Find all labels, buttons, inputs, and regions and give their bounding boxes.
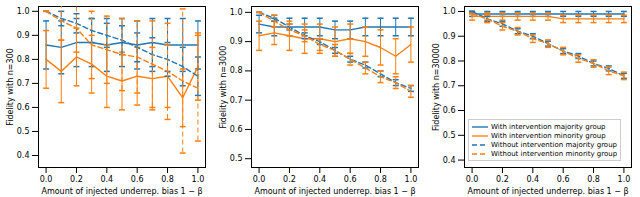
svg-text:0.2: 0.2 bbox=[283, 175, 296, 184]
svg-text:0.2: 0.2 bbox=[70, 175, 83, 184]
svg-text:Fidelity with n=30000: Fidelity with n=30000 bbox=[432, 43, 441, 131]
svg-text:0.5: 0.5 bbox=[230, 154, 243, 163]
svg-text:0.8: 0.8 bbox=[587, 175, 600, 184]
svg-text:1.0: 1.0 bbox=[443, 7, 456, 16]
svg-text:0.7: 0.7 bbox=[443, 81, 456, 90]
svg-text:0.6: 0.6 bbox=[557, 175, 570, 184]
svg-text:0.0: 0.0 bbox=[466, 175, 479, 184]
svg-text:1.0: 1.0 bbox=[618, 175, 631, 184]
html-text:Without intervention majority: Without intervention majority group bbox=[491, 140, 617, 149]
svg-text:0.8: 0.8 bbox=[161, 175, 174, 184]
svg-text:0.4: 0.4 bbox=[17, 151, 30, 160]
svg-text:0.4: 0.4 bbox=[100, 175, 113, 184]
svg-text:0.0: 0.0 bbox=[253, 175, 266, 184]
svg-text:0.4: 0.4 bbox=[526, 175, 539, 184]
svg-text:0.7: 0.7 bbox=[17, 79, 30, 88]
svg-text:0.7: 0.7 bbox=[230, 96, 243, 105]
svg-text:Amount of injected underrep. b: Amount of injected underrep. bias 1 − β bbox=[41, 187, 202, 196]
svg-text:1.0: 1.0 bbox=[17, 7, 30, 16]
svg-text:0.6: 0.6 bbox=[17, 103, 30, 112]
svg-text:0.8: 0.8 bbox=[374, 175, 387, 184]
svg-text:0.6: 0.6 bbox=[131, 175, 144, 184]
svg-text:0.6: 0.6 bbox=[344, 175, 357, 184]
svg-text:0.9: 0.9 bbox=[443, 32, 456, 41]
svg-text:0.4: 0.4 bbox=[313, 175, 326, 184]
svg-text:0.5: 0.5 bbox=[443, 131, 456, 140]
svg-text:1.0: 1.0 bbox=[192, 175, 205, 184]
svg-text:0.6: 0.6 bbox=[230, 125, 243, 134]
svg-text:1.0: 1.0 bbox=[230, 8, 243, 17]
svg-text:Fidelity with n=300: Fidelity with n=300 bbox=[6, 48, 15, 126]
svg-text:Amount of injected underrep. b: Amount of injected underrep. bias 1 − β bbox=[467, 187, 628, 196]
svg-text:0.9: 0.9 bbox=[230, 37, 243, 46]
svg-text:0.5: 0.5 bbox=[17, 127, 30, 136]
svg-text:0.8: 0.8 bbox=[443, 57, 456, 66]
svg-text:1.0: 1.0 bbox=[405, 175, 418, 184]
html-text:Without intervention minority: Without intervention minority group bbox=[491, 149, 618, 158]
html-text:With intervention minority gro: With intervention minority group bbox=[491, 131, 606, 140]
svg-text:Amount of injected underrep. b: Amount of injected underrep. bias 1 − β bbox=[254, 187, 415, 196]
svg-text:Fidelity with n=3000: Fidelity with n=3000 bbox=[219, 46, 228, 129]
svg-text:0.8: 0.8 bbox=[230, 66, 243, 75]
svg-text:0.6: 0.6 bbox=[443, 106, 456, 115]
svg-text:0.9: 0.9 bbox=[17, 31, 30, 40]
svg-text:0.8: 0.8 bbox=[17, 55, 30, 64]
svg-text:0.4: 0.4 bbox=[443, 156, 456, 165]
svg-text:0.0: 0.0 bbox=[40, 175, 53, 184]
svg-text:0.2: 0.2 bbox=[496, 175, 509, 184]
html-text:With intervention majority gro: With intervention majority group bbox=[491, 122, 606, 131]
